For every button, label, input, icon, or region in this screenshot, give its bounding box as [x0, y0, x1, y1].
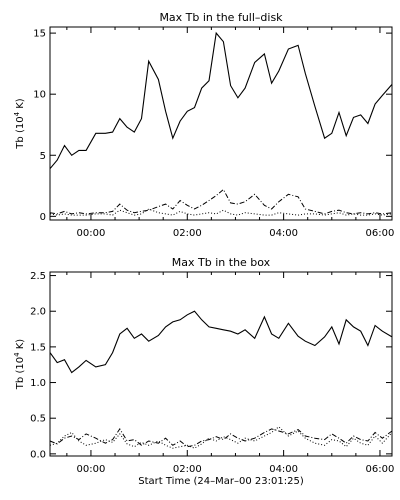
panel2-y-tick-label: 2.0 [30, 307, 46, 318]
panel1-x-tick-label: 06:00 [366, 228, 395, 239]
panel2-y-tick-label: 2.5 [30, 271, 46, 282]
panel2-y-axis-label: Tb (104 K) [13, 339, 26, 390]
panel1-y-tick-label: 10 [33, 90, 46, 101]
panel1-y-axis-label: Tb (104 K) [13, 98, 26, 149]
panel2-y-axis-label-sup: 4 [13, 352, 21, 357]
panel2-y-tick-label: 1.0 [30, 378, 46, 389]
panel1-x-tick-label: 00:00 [77, 228, 106, 239]
panel2-x-tick-label: 04:00 [269, 464, 298, 475]
panel2-plot-frame [49, 271, 393, 457]
panel2-x-axis-label: Start Time (24–Mar–00 23:01:25) [138, 476, 304, 487]
panel2-series-dotted-line [49, 426, 393, 449]
panel2-y-tick-label: 0.0 [30, 449, 46, 460]
panel1-y-tick-label: 0 [40, 212, 46, 223]
panel2-y-tick-label: 1.5 [30, 342, 46, 353]
panel1-series-solid-line [49, 31, 393, 170]
panel2-title: Max Tb in the box [172, 256, 271, 269]
panel2-series-dashdot-line [49, 427, 393, 448]
panel2-y-tick-label: 0.5 [30, 414, 46, 425]
panel1-title: Max Tb in the full–disk [159, 11, 283, 24]
panel1-y-tick-label: 15 [33, 29, 46, 40]
panel2-series-solid-line [49, 310, 393, 374]
panel1-x-tick-label: 04:00 [269, 228, 298, 239]
panel1-x-tick-label: 02:00 [173, 228, 202, 239]
panel2-x-tick-label: 02:00 [173, 464, 202, 475]
panel1-y-tick-label: 5 [40, 151, 46, 162]
panel1-y-axis-label-main: Tb (10 [15, 116, 26, 149]
panel2-y-axis-label-unit: K) [15, 339, 26, 353]
panel1-plot-frame [49, 26, 393, 221]
panel1-y-axis-label-sup: 4 [13, 111, 21, 116]
panel1-series-dotted-line [49, 208, 393, 216]
panel1-series-dashdot-line [49, 188, 393, 215]
panel2-x-tick-label: 00:00 [77, 464, 106, 475]
panel2-x-tick-label: 06:00 [366, 464, 395, 475]
panel2-y-axis-label-main: Tb (10 [15, 357, 26, 390]
panel1-y-axis-label-unit: K) [15, 98, 26, 112]
